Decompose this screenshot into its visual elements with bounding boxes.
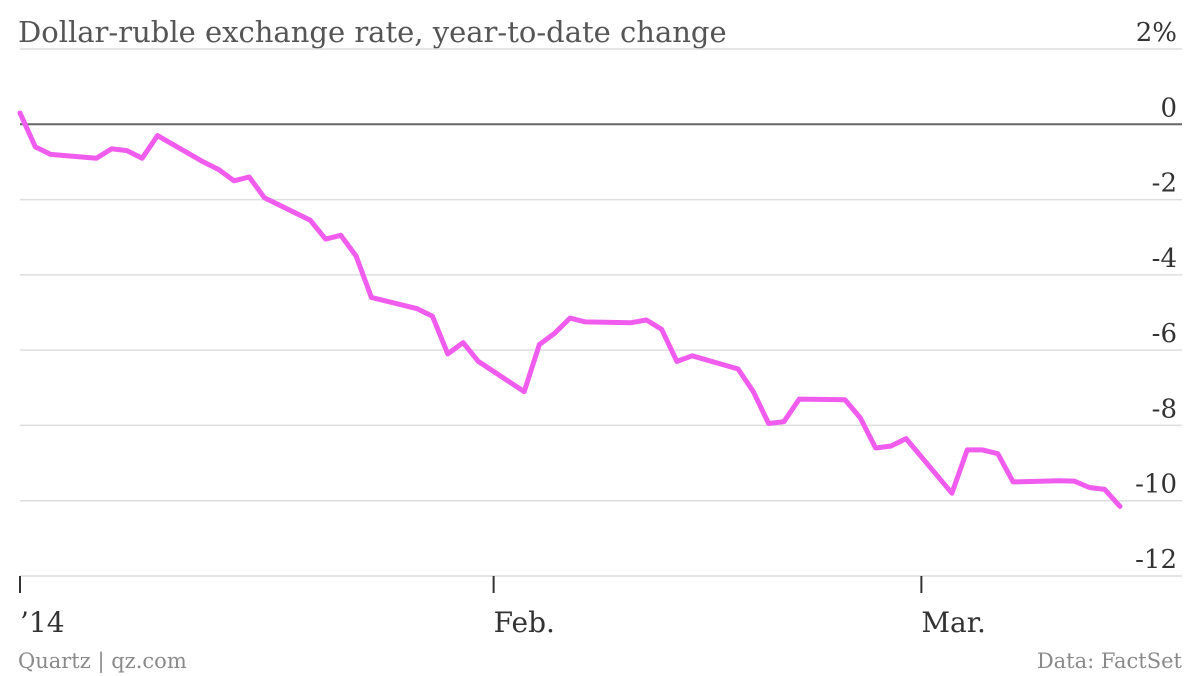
series-line [17,110,1123,509]
y-tick-label: -8 [1152,394,1177,424]
chart-title: Dollar-ruble exchange rate, year-to-date… [18,15,727,49]
y-tick-label: 2% [1136,18,1177,48]
y-tick-label: 0 [1160,93,1177,123]
x-tick-label: Feb. [494,606,555,639]
gridlines [20,48,1182,577]
y-tick-label: -10 [1135,470,1177,500]
data-source: Data: FactSet [1037,649,1183,673]
y-tick-label: -12 [1135,545,1177,575]
x-axis-ticks: ’14 Feb. Mar. [19,576,986,639]
y-tick-label: -4 [1152,244,1177,274]
source-credit: Quartz | qz.com [18,649,187,674]
series-layer [17,110,1123,509]
x-tick-label: ’14 [20,606,65,639]
x-tick-label: Mar. [921,606,986,639]
y-axis-ticks: 2% 0 -2 -4 -6 -8 -10 -12 [1135,18,1177,575]
y-tick-label: -2 [1152,169,1177,199]
y-tick-label: -6 [1152,319,1177,349]
